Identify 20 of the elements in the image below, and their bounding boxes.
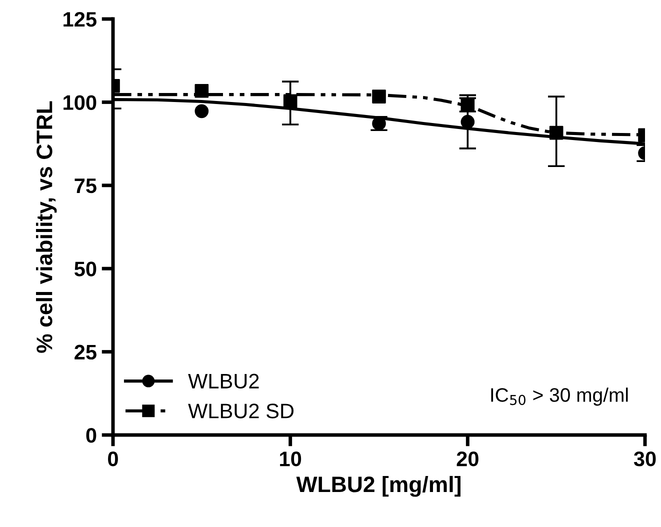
- point: [460, 114, 475, 129]
- legend-label: WLBU2: [188, 374, 259, 389]
- point: [194, 104, 209, 118]
- y-axis-title: % cell viability, vs CTRL: [36, 101, 57, 353]
- point: [194, 84, 209, 98]
- x-tick-label: 10: [280, 452, 302, 466]
- annotation: IC$_{50}$ > 30 mg/ml: [491, 388, 628, 406]
- y-tick-label: 25: [74, 344, 96, 360]
- x-tick-label: 0: [108, 452, 118, 466]
- x-tick-label: 30: [634, 452, 656, 466]
- legend-label: WLBU2 SD: [188, 404, 294, 418]
- y-tick-label: 75: [74, 178, 96, 194]
- point: [372, 90, 386, 104]
- y-tick-label: 100: [64, 95, 96, 110]
- x-tick-label: 20: [456, 452, 478, 466]
- point: [283, 94, 298, 108]
- x-axis-title: WLBU2 [mg/ml]: [296, 476, 460, 497]
- y-tick-label: 125: [64, 12, 96, 27]
- y-tick-label: 50: [74, 262, 96, 276]
- y-tick-label: 0: [86, 428, 96, 443]
